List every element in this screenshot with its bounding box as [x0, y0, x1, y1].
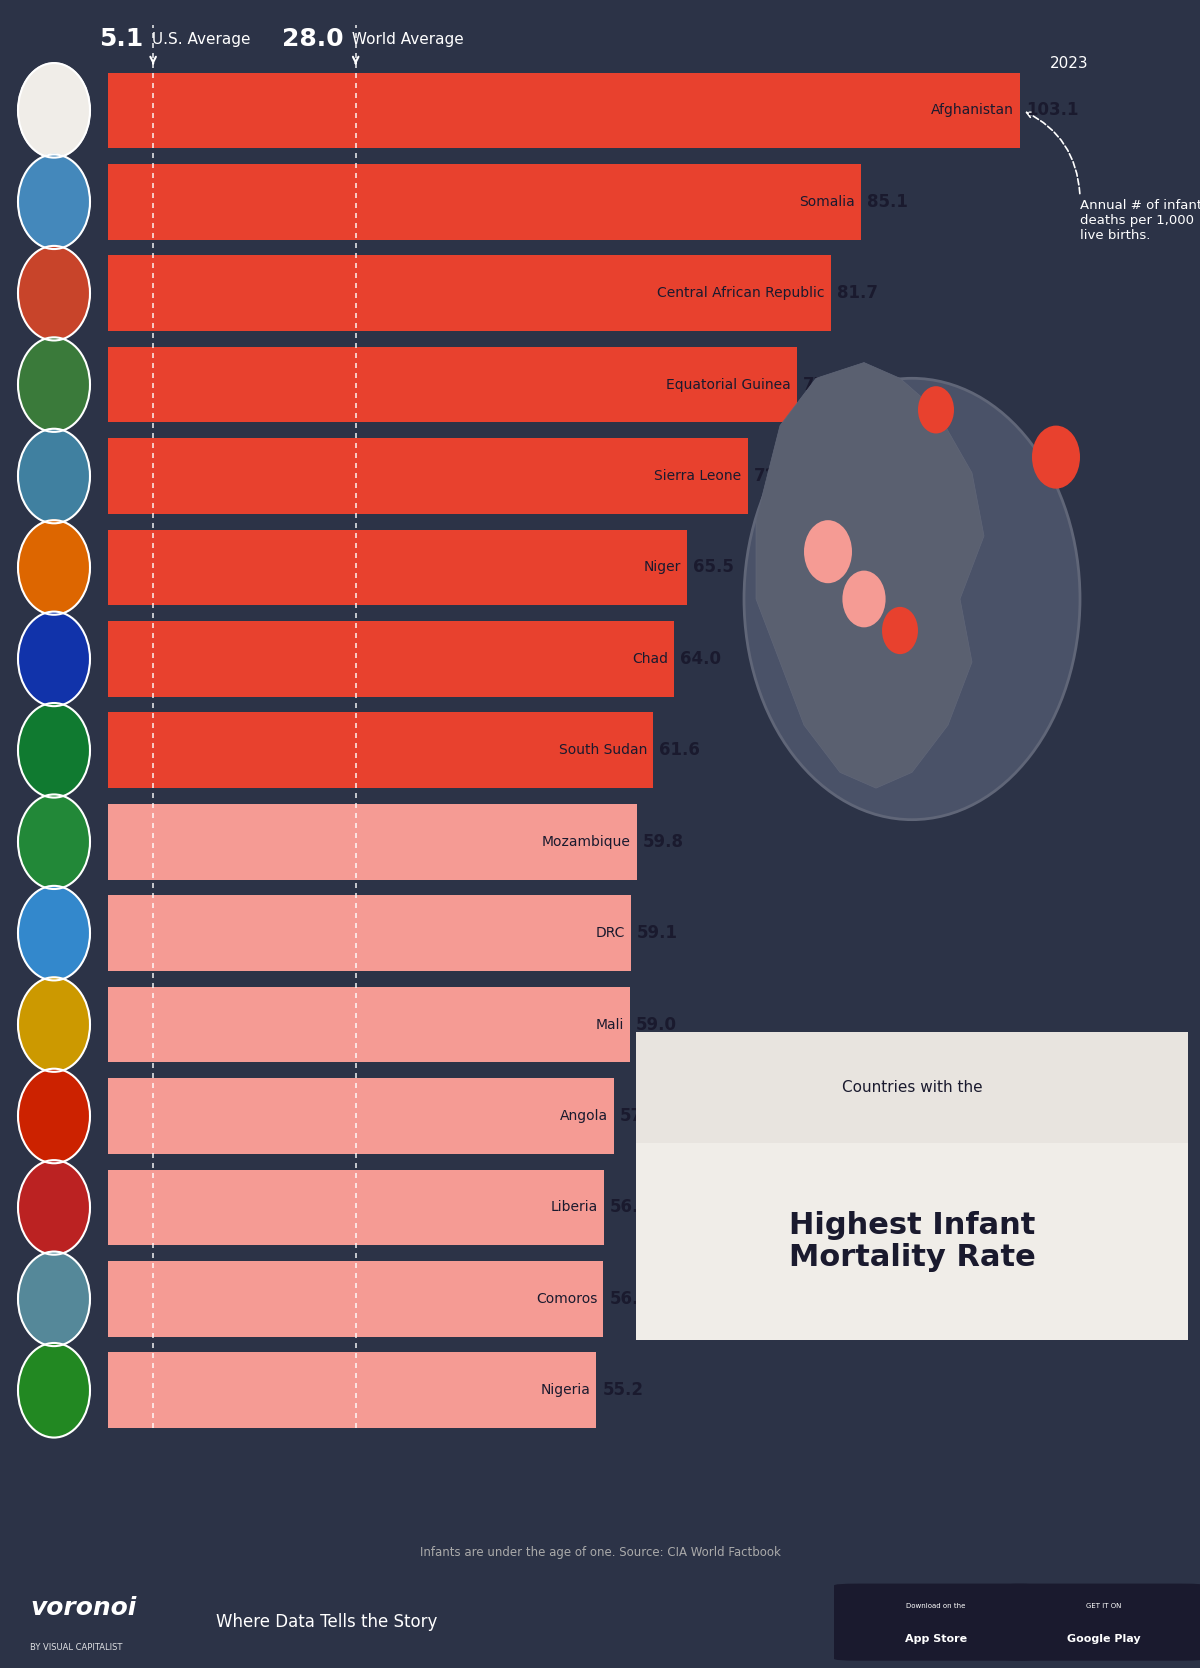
Circle shape	[882, 607, 918, 654]
Bar	[108, 347, 797, 422]
Text: Infants are under the age of one. Source: CIA World Factbook: Infants are under the age of one. Source…	[420, 1546, 780, 1560]
Circle shape	[918, 387, 954, 434]
Bar	[636, 1143, 1188, 1339]
Text: Niger: Niger	[644, 560, 682, 574]
Text: South Sudan: South Sudan	[558, 744, 647, 757]
Circle shape	[18, 337, 90, 432]
Text: Mozambique: Mozambique	[542, 834, 631, 849]
Text: Google Play: Google Play	[1067, 1633, 1141, 1643]
FancyBboxPatch shape	[834, 1583, 1038, 1661]
Circle shape	[18, 612, 90, 706]
Bar	[108, 712, 653, 789]
Circle shape	[18, 1251, 90, 1346]
Text: 81.7: 81.7	[836, 284, 877, 302]
Text: Highest Infant
Mortality Rate: Highest Infant Mortality Rate	[788, 1211, 1036, 1273]
Text: 5.1: 5.1	[100, 27, 144, 52]
Text: Liberia: Liberia	[551, 1201, 599, 1214]
Text: Countries with the: Countries with the	[841, 1081, 983, 1096]
Circle shape	[18, 429, 90, 524]
Text: Somalia: Somalia	[799, 195, 854, 208]
Circle shape	[744, 379, 1080, 819]
Bar	[108, 1078, 614, 1154]
Text: 103.1: 103.1	[1026, 102, 1079, 120]
Text: 28.0: 28.0	[282, 27, 343, 52]
Text: BY VISUAL CAPITALIST: BY VISUAL CAPITALIST	[30, 1643, 122, 1653]
Text: 72.3: 72.3	[754, 467, 794, 485]
Circle shape	[842, 570, 886, 627]
Text: voronoi: voronoi	[30, 1596, 137, 1620]
Text: App Store: App Store	[905, 1633, 967, 1643]
FancyBboxPatch shape	[1002, 1583, 1200, 1661]
Text: Afghanistan: Afghanistan	[931, 103, 1014, 117]
Text: GET IT ON: GET IT ON	[1086, 1603, 1122, 1608]
Text: 56.1: 56.1	[611, 1198, 652, 1216]
Text: Central African Republic: Central African Republic	[658, 287, 824, 300]
Circle shape	[18, 886, 90, 981]
Text: 85.1: 85.1	[866, 193, 907, 210]
Text: 57.2: 57.2	[620, 1108, 661, 1124]
Circle shape	[18, 520, 90, 615]
Bar	[108, 804, 637, 879]
Text: 77.9: 77.9	[803, 375, 845, 394]
Text: Nigeria: Nigeria	[540, 1383, 590, 1398]
Text: Chad: Chad	[632, 652, 668, 666]
Bar	[108, 163, 860, 240]
Text: Annual # of infant
deaths per 1,000
live births.: Annual # of infant deaths per 1,000 live…	[1080, 198, 1200, 242]
Text: 64.0: 64.0	[680, 651, 721, 667]
Text: Angola: Angola	[560, 1109, 608, 1123]
Text: 59.0: 59.0	[636, 1016, 677, 1034]
Text: 65.5: 65.5	[694, 559, 734, 577]
Text: 2023: 2023	[1050, 55, 1088, 70]
Circle shape	[18, 1069, 90, 1163]
Text: World Average: World Average	[347, 32, 464, 47]
Text: Equatorial Guinea: Equatorial Guinea	[666, 377, 791, 392]
Bar	[108, 987, 630, 1063]
Bar	[108, 620, 674, 697]
Circle shape	[18, 1343, 90, 1438]
Text: 56.0: 56.0	[610, 1289, 650, 1308]
Circle shape	[18, 245, 90, 340]
Circle shape	[18, 63, 90, 158]
Circle shape	[1032, 425, 1080, 489]
Text: DRC: DRC	[595, 926, 625, 941]
Bar	[108, 1261, 604, 1336]
Text: Download on the: Download on the	[906, 1603, 966, 1608]
Circle shape	[18, 977, 90, 1073]
Circle shape	[18, 702, 90, 797]
Text: Comoros: Comoros	[536, 1291, 598, 1306]
Bar	[108, 439, 748, 514]
Bar	[636, 1032, 1188, 1143]
Text: Where Data Tells the Story: Where Data Tells the Story	[216, 1613, 437, 1631]
Circle shape	[18, 1161, 90, 1254]
Text: 59.8: 59.8	[643, 832, 684, 851]
Text: Mali: Mali	[595, 1017, 624, 1031]
Circle shape	[18, 155, 90, 249]
Text: 61.6: 61.6	[659, 741, 700, 759]
Bar	[108, 255, 830, 330]
Text: U.S. Average: U.S. Average	[148, 32, 251, 47]
Text: Sierra Leone: Sierra Leone	[654, 469, 742, 484]
Bar	[108, 896, 631, 971]
Bar	[108, 72, 1020, 148]
Circle shape	[18, 794, 90, 889]
Text: 55.2: 55.2	[602, 1381, 643, 1399]
Text: 59.1: 59.1	[637, 924, 678, 942]
Bar	[108, 530, 688, 605]
Bar	[108, 1353, 596, 1428]
Polygon shape	[756, 362, 984, 789]
Circle shape	[804, 520, 852, 584]
Bar	[108, 1169, 605, 1246]
